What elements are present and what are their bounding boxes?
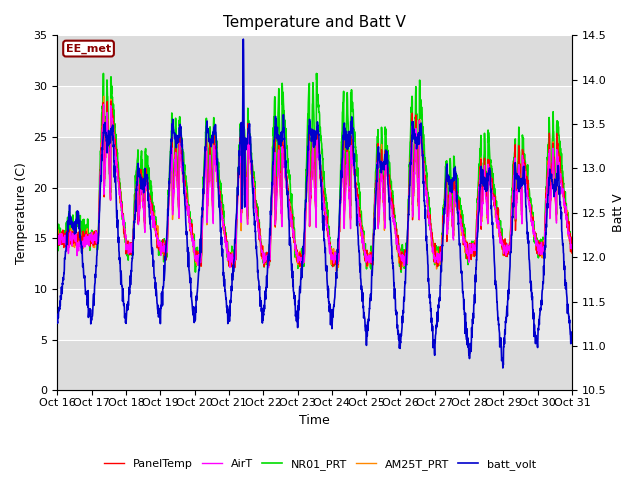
- NR01_PRT: [397, 269, 405, 275]
- AM25T_PRT: [523, 181, 531, 187]
- AM25T_PRT: [341, 199, 349, 204]
- Text: EE_met: EE_met: [66, 44, 111, 54]
- batt_volt: [499, 365, 507, 371]
- Line: AirT: AirT: [58, 104, 572, 268]
- AirT: [54, 232, 61, 238]
- Bar: [58, 238, 572, 289]
- PanelTemp: [523, 174, 531, 180]
- Bar: [58, 137, 572, 188]
- PanelTemp: [108, 98, 115, 104]
- AM25T_PRT: [298, 266, 305, 272]
- AM25T_PRT: [538, 249, 545, 254]
- AirT: [100, 101, 108, 107]
- AirT: [265, 265, 273, 271]
- AirT: [538, 246, 545, 252]
- Bar: [58, 340, 572, 390]
- batt_volt: [239, 36, 247, 42]
- batt_volt: [197, 233, 205, 239]
- Title: Temperature and Batt V: Temperature and Batt V: [223, 15, 406, 30]
- NR01_PRT: [197, 263, 205, 268]
- X-axis label: Time: Time: [300, 414, 330, 427]
- AM25T_PRT: [197, 253, 205, 259]
- Bar: [58, 36, 572, 86]
- batt_volt: [568, 336, 576, 341]
- batt_volt: [330, 306, 337, 312]
- batt_volt: [340, 129, 348, 134]
- NR01_PRT: [100, 71, 108, 76]
- NR01_PRT: [523, 174, 531, 180]
- NR01_PRT: [54, 237, 61, 243]
- PanelTemp: [341, 201, 349, 206]
- batt_volt: [464, 345, 472, 350]
- AM25T_PRT: [54, 232, 61, 238]
- PanelTemp: [197, 263, 205, 269]
- Line: PanelTemp: PanelTemp: [58, 101, 572, 271]
- AM25T_PRT: [465, 250, 472, 255]
- NR01_PRT: [330, 252, 337, 258]
- AirT: [465, 252, 472, 257]
- AM25T_PRT: [100, 94, 108, 99]
- NR01_PRT: [568, 246, 576, 252]
- Y-axis label: Batt V: Batt V: [612, 193, 625, 232]
- batt_volt: [523, 220, 531, 226]
- AirT: [341, 207, 349, 213]
- AirT: [197, 255, 205, 261]
- NR01_PRT: [538, 245, 545, 251]
- Line: NR01_PRT: NR01_PRT: [58, 73, 572, 272]
- Line: batt_volt: batt_volt: [58, 39, 572, 368]
- batt_volt: [538, 298, 545, 303]
- Legend: PanelTemp, AirT, NR01_PRT, AM25T_PRT, batt_volt: PanelTemp, AirT, NR01_PRT, AM25T_PRT, ba…: [100, 455, 540, 474]
- Y-axis label: Temperature (C): Temperature (C): [15, 162, 28, 264]
- AM25T_PRT: [568, 250, 576, 255]
- batt_volt: [54, 319, 61, 325]
- PanelTemp: [568, 250, 576, 256]
- AirT: [523, 194, 531, 200]
- PanelTemp: [333, 268, 340, 274]
- NR01_PRT: [340, 186, 348, 192]
- PanelTemp: [330, 258, 337, 264]
- NR01_PRT: [465, 253, 472, 259]
- AirT: [568, 242, 576, 248]
- Line: AM25T_PRT: AM25T_PRT: [58, 96, 572, 269]
- AirT: [330, 260, 337, 266]
- PanelTemp: [54, 228, 61, 234]
- PanelTemp: [465, 251, 472, 257]
- AM25T_PRT: [330, 246, 337, 252]
- PanelTemp: [538, 244, 545, 250]
